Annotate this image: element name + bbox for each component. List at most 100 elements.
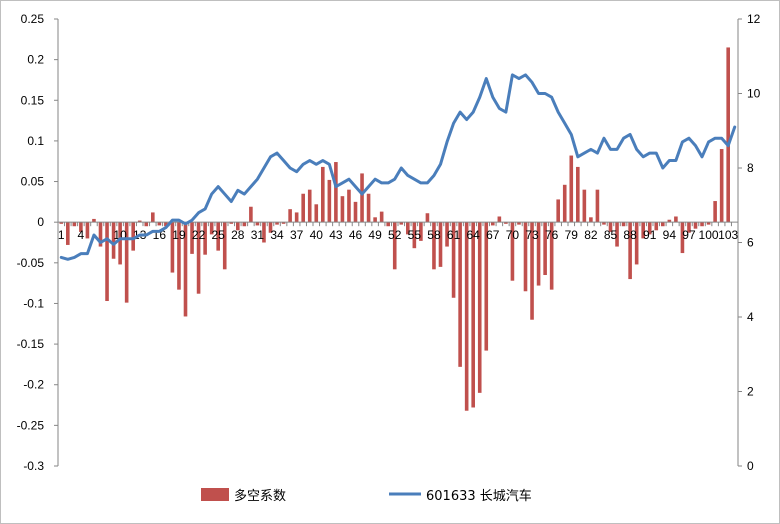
- bar-48: [366, 193, 371, 223]
- bar-90: [641, 222, 645, 239]
- y-left-tick-label: -0.15: [17, 337, 45, 351]
- y-left-tick-label: 0.2: [27, 53, 44, 67]
- bar-71: [517, 222, 521, 225]
- x-tick-label-46: 46: [349, 228, 363, 242]
- bar-86: [615, 222, 619, 247]
- x-tick-label-52: 52: [388, 228, 402, 242]
- x-tick-label-76: 76: [545, 228, 559, 242]
- x-tick-label-100: 100: [699, 228, 719, 242]
- bar-87: [621, 222, 626, 227]
- bar-84: [602, 222, 606, 225]
- bar-55: [412, 222, 417, 249]
- bar-44: [340, 196, 345, 223]
- bar-33: [268, 222, 273, 233]
- bar-17: [164, 222, 168, 227]
- bar-74: [536, 222, 541, 286]
- bar-57: [425, 213, 430, 223]
- x-tick-label-94: 94: [663, 228, 677, 242]
- x-tick-label-103: 103: [718, 228, 738, 242]
- x-tick-label-55: 55: [408, 228, 422, 242]
- bar-88: [628, 222, 632, 280]
- bar-59: [438, 222, 443, 267]
- x-tick-label-40: 40: [310, 228, 324, 242]
- bar-51: [386, 222, 390, 227]
- y-left-tick-label: 0.1: [27, 134, 44, 148]
- bar-69: [504, 222, 508, 224]
- bar-72: [523, 222, 528, 292]
- bar-58: [432, 222, 436, 270]
- bar-75: [543, 222, 547, 276]
- bar-102: [719, 149, 724, 223]
- bar-47: [360, 173, 364, 223]
- bar-63: [464, 222, 469, 411]
- bar-91: [647, 222, 652, 235]
- bar-99: [700, 222, 704, 227]
- x-tick-label-34: 34: [270, 228, 284, 242]
- y-right-tick-label: 4: [747, 310, 754, 324]
- bar-54: [406, 222, 410, 235]
- bar-96: [680, 222, 685, 254]
- y-right-tick-label: 12: [747, 12, 761, 26]
- bar-89: [634, 222, 639, 265]
- bar-46: [353, 201, 358, 223]
- bar-30: [249, 206, 253, 223]
- bar-82: [589, 217, 593, 223]
- bar-10: [118, 222, 122, 265]
- bar-78: [562, 184, 567, 223]
- bar-80: [576, 166, 580, 223]
- bar-15: [151, 212, 155, 223]
- y-left-tick-label: 0.15: [21, 93, 45, 107]
- bar-56: [419, 222, 423, 241]
- bar-41: [321, 166, 325, 223]
- bar-95: [674, 216, 678, 223]
- bar-13: [137, 220, 142, 223]
- bar-68: [497, 216, 502, 223]
- x-tick-label-82: 82: [584, 228, 598, 242]
- y-left-tick-label: 0.25: [21, 12, 45, 26]
- y-right-tick-label: 2: [747, 385, 754, 399]
- y-right-tick-label: 10: [747, 87, 761, 101]
- bar-62: [458, 222, 462, 367]
- legend: 多空系数 601633 长城汽车: [201, 488, 532, 504]
- bar-19: [177, 222, 181, 290]
- y-right-tick-label: 8: [747, 161, 754, 175]
- bar-38: [301, 193, 305, 223]
- bar-29: [242, 222, 247, 227]
- bar-49: [373, 217, 377, 223]
- bar-6: [92, 218, 96, 223]
- bar-97: [687, 222, 691, 233]
- x-tick-label-49: 49: [368, 228, 382, 242]
- bar-39: [307, 189, 312, 223]
- bar-103: [726, 47, 730, 223]
- bar-66: [484, 222, 489, 351]
- bar-25: [216, 222, 220, 251]
- bar-31: [255, 222, 260, 226]
- bar-2: [66, 222, 70, 245]
- bar-40: [314, 204, 319, 223]
- bar-26: [222, 222, 227, 270]
- x-tick-label-73: 73: [525, 228, 539, 242]
- bar-98: [693, 222, 698, 229]
- bar-14: [144, 222, 149, 227]
- bar-23: [203, 222, 207, 255]
- bar-series-group: [59, 47, 730, 411]
- x-tick-label-79: 79: [565, 228, 579, 242]
- bar-16: [157, 222, 162, 226]
- legend-line-label: 601633 长城汽车: [426, 488, 532, 504]
- bar-7: [98, 222, 103, 247]
- bar-50: [379, 211, 384, 223]
- bar-18: [170, 222, 175, 273]
- x-tick-label-4: 4: [78, 228, 85, 242]
- x-tick-label-28: 28: [231, 228, 245, 242]
- bar-35: [281, 222, 286, 224]
- axes-group: -0.3 -0.25 -0.2 -0.15 -0.1 -0.05 0 0.05 0.1 0.15 0…: [17, 12, 761, 473]
- bar-8: [105, 222, 109, 302]
- x-tick-label-88: 88: [623, 228, 637, 242]
- x-tick-label-91: 91: [643, 228, 657, 242]
- bar-3: [72, 222, 77, 227]
- bar-77: [556, 199, 560, 223]
- bar-42: [327, 179, 332, 223]
- bar-81: [582, 189, 587, 223]
- bar-37: [294, 212, 299, 223]
